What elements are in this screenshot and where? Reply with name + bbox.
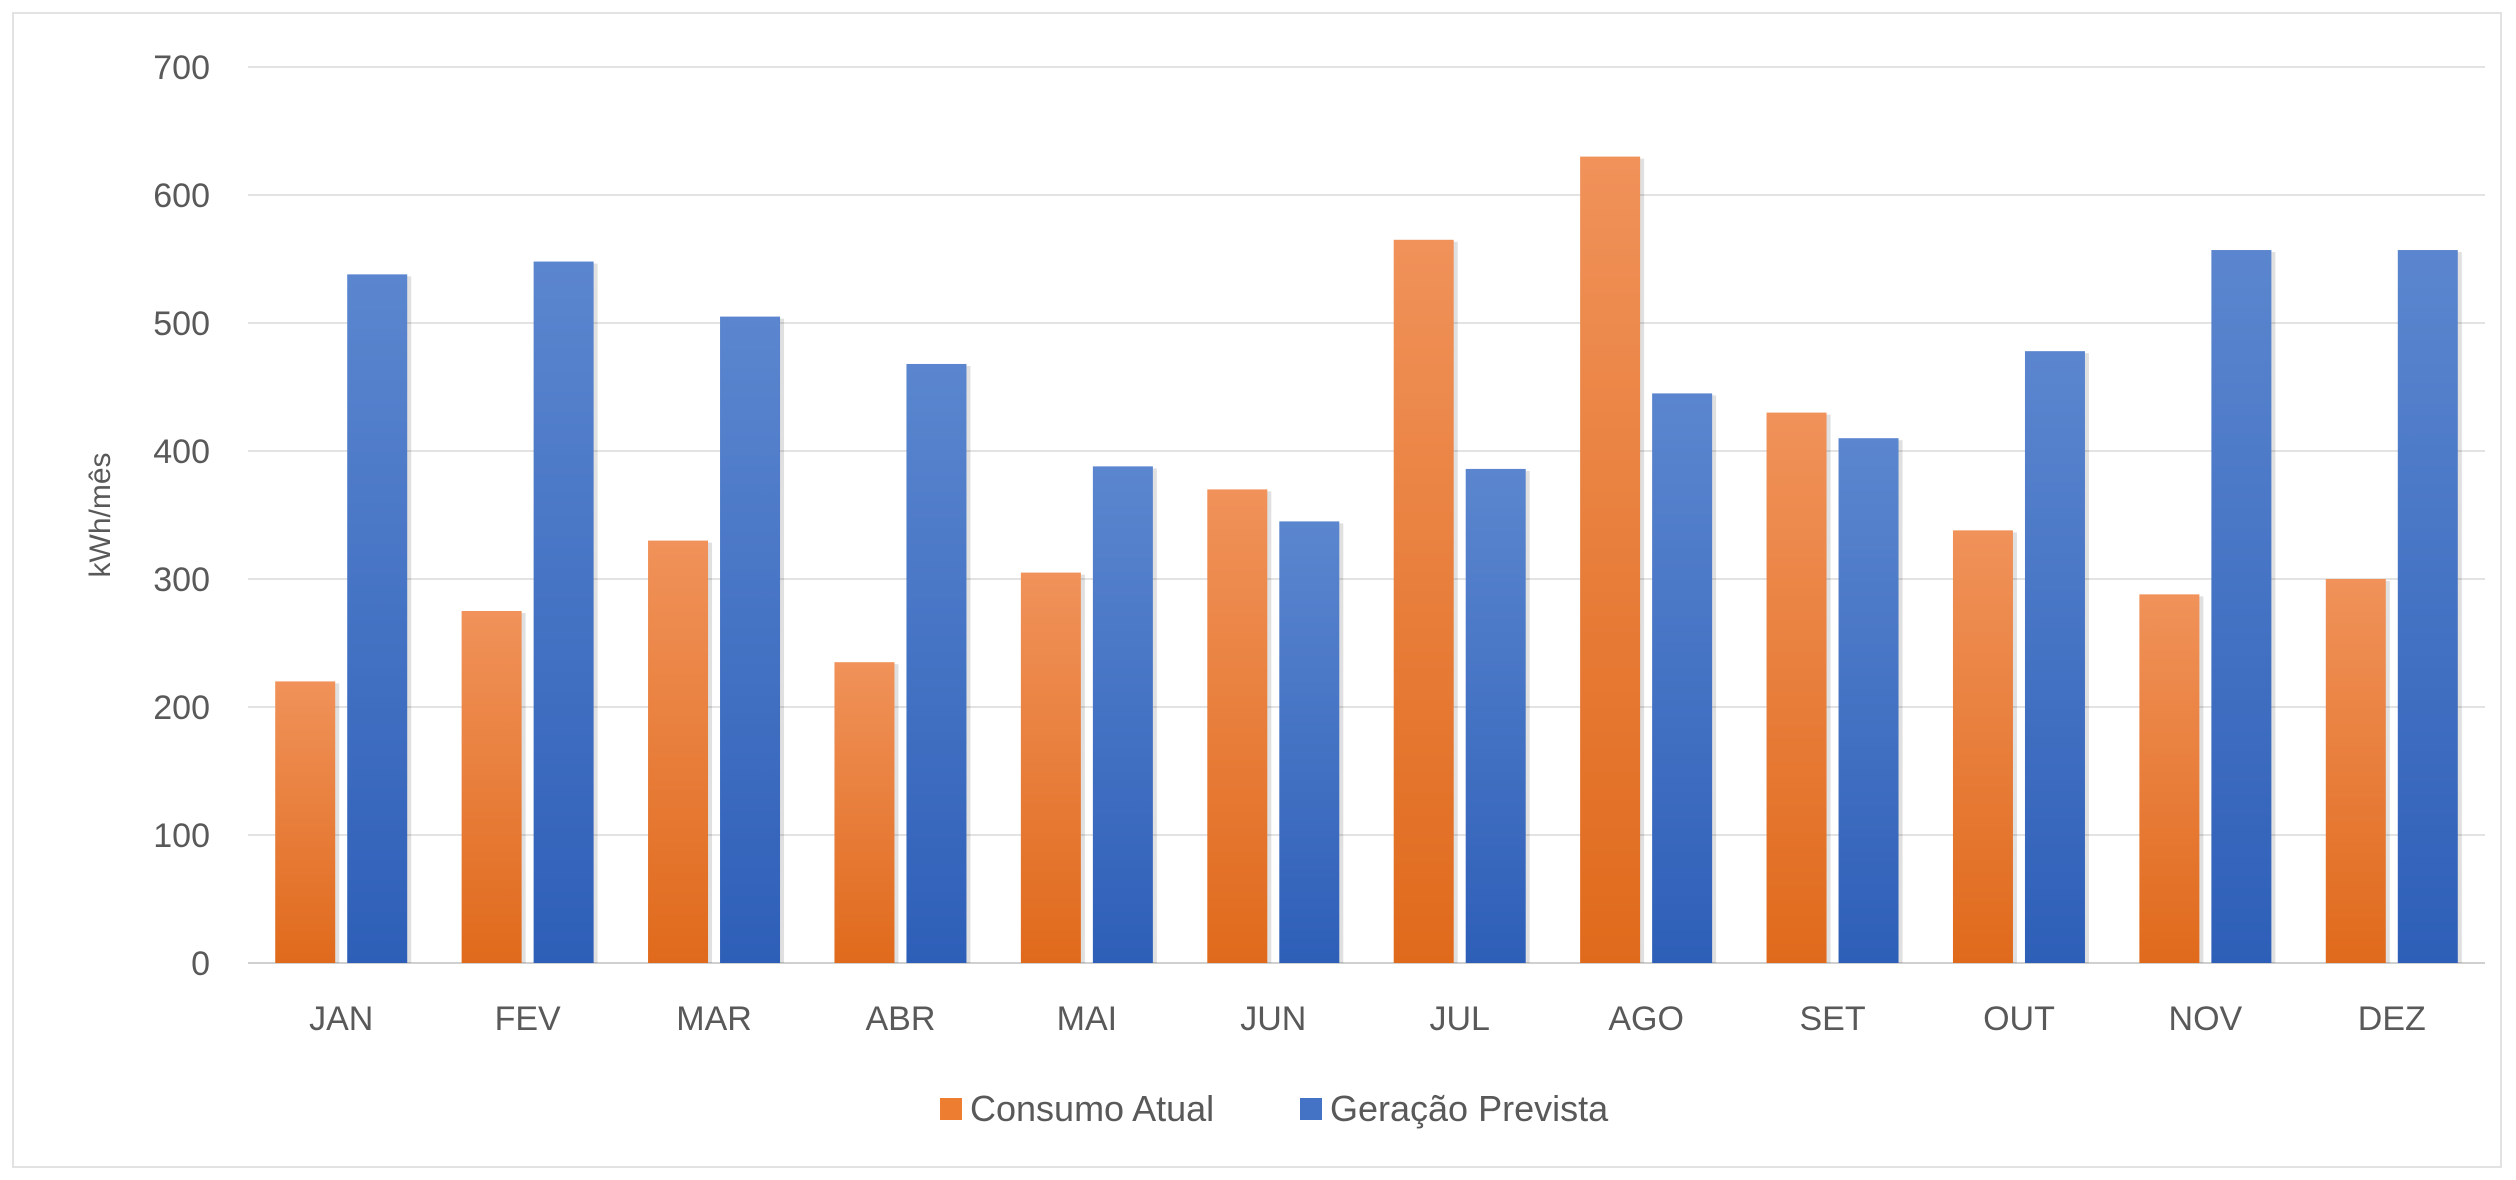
x-tick-label: AGO [1608,1000,1684,1038]
y-tick-label: 200 [153,689,210,727]
bar-geracao-prevista-mar [720,316,781,964]
x-tick-label: JAN [309,1000,373,1038]
x-tick-label: MAI [1057,1000,1117,1038]
bar-consumo-atual-mai [1020,572,1081,963]
x-axis-ticks: JAN FEV MAR ABR MAI JUN JUL AGO SET OUT NOV DEZ [309,1000,2426,1038]
legend-swatch [1300,1098,1322,1120]
legend-label: Consumo Atual [970,1088,1214,1129]
bar-consumo-atual-set [1766,412,1827,964]
bar-geracao-prevista-jan [347,274,408,963]
y-tick-label: 500 [153,305,210,343]
bar-consumo-atual-jul [1393,239,1454,964]
y-axis-ticks: 0 100 200 300 400 500 600 700 [153,49,210,983]
bar-consumo-atual-ago [1580,156,1641,964]
bar-consumo-atual-jun [1207,489,1268,963]
y-tick-label: 400 [153,433,210,471]
y-tick-label: 600 [153,177,210,215]
x-tick-label: SET [1799,1000,1865,1038]
bar-consumo-atual-dez [2325,579,2386,963]
x-tick-label: JUL [1429,1000,1489,1038]
bar-geracao-prevista-dez [2397,250,2458,964]
x-tick-label: NOV [2169,1000,2243,1038]
bar-geracao-prevista-nov [2211,250,2272,964]
bar-geracao-prevista-mai [1092,466,1153,963]
bars [275,156,2462,964]
bar-consumo-atual-fev [461,611,522,963]
bar-geracao-prevista-out [2024,351,2085,963]
legend: Consumo Atual Geração Prevista [940,1088,1609,1129]
bar-consumo-atual-mar [648,540,709,963]
bar-consumo-atual-out [1952,530,2013,963]
bar-consumo-atual-jan [275,681,336,963]
legend-swatch [940,1098,962,1120]
bar-geracao-prevista-ago [1652,393,1713,963]
x-tick-label: FEV [495,1000,561,1038]
x-tick-label: JUN [1240,1000,1306,1038]
bar-geracao-prevista-jun [1279,521,1340,963]
bar-geracao-prevista-abr [906,363,967,964]
y-axis-label: kWh/mês [84,452,117,577]
x-tick-label: MAR [676,1000,752,1038]
bar-geracao-prevista-jul [1465,468,1526,963]
y-tick-label: 0 [191,945,210,983]
legend-label: Geração Prevista [1330,1088,1609,1129]
y-tick-label: 100 [153,817,210,855]
bar-geracao-prevista-set [1838,438,1899,963]
x-tick-label: ABR [865,1000,935,1038]
x-tick-label: DEZ [2358,1000,2426,1038]
x-tick-label: OUT [1983,1000,2055,1038]
y-tick-label: 700 [153,49,210,87]
bar-consumo-atual-abr [834,662,895,963]
gridlines [248,66,2485,964]
bar-consumo-atual-nov [2139,594,2200,963]
y-tick-label: 300 [153,561,210,599]
bar-geracao-prevista-fev [533,261,594,963]
